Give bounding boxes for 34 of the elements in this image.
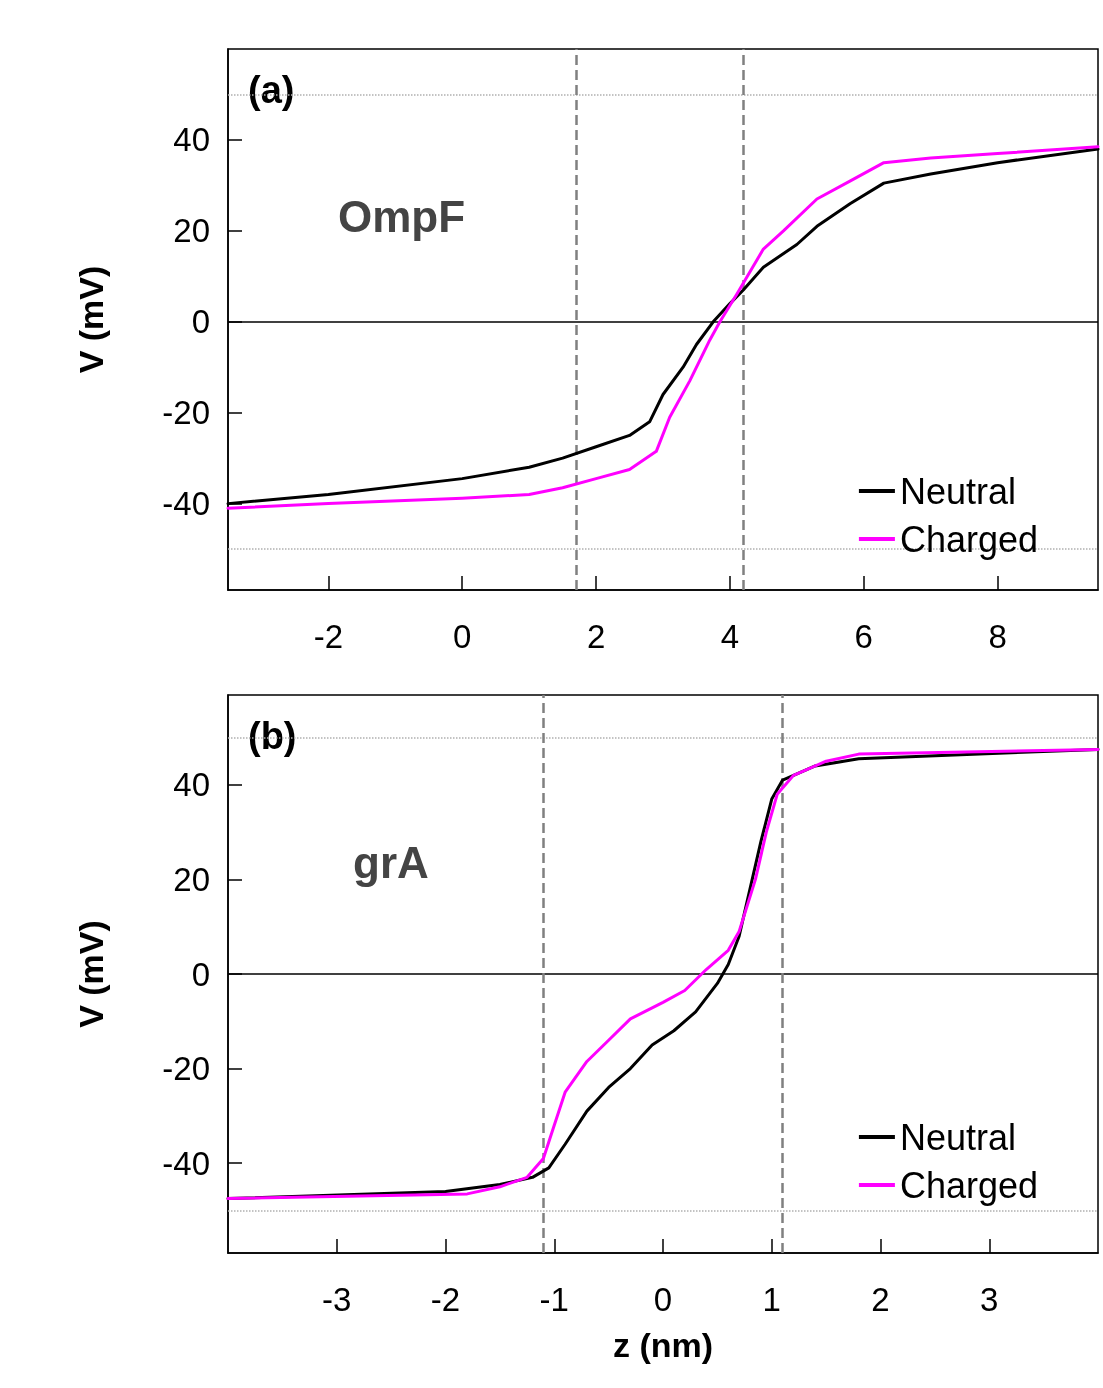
annotation: (a): [248, 69, 295, 111]
annotation: (b): [248, 715, 297, 757]
legend-label: Neutral: [899, 1116, 1016, 1158]
y-axis-title: V (mV): [72, 265, 110, 374]
x-tick-label: 8: [988, 618, 1007, 655]
y-tick-label: 40: [173, 121, 210, 159]
x-tick-label: 2: [586, 618, 606, 655]
x-tick-label: -3: [322, 1281, 352, 1318]
y-tick-label: -40: [162, 485, 210, 523]
y-tick-label: 40: [173, 766, 210, 804]
y-axis-title: V (mV): [72, 920, 110, 1028]
x-tick-label: -2: [430, 1281, 461, 1318]
x-tick-label: 6: [854, 618, 873, 655]
y-tick-label: 20: [173, 212, 210, 250]
x-tick-label: -1: [539, 1281, 569, 1318]
x-tick-label: 0: [653, 1281, 673, 1318]
x-tick-label: 4: [720, 618, 740, 655]
legend-label: Charged: [899, 518, 1038, 560]
annotation: OmpF: [338, 191, 466, 241]
y-tick-label: 20: [173, 860, 210, 898]
y-tick-label: 0: [191, 303, 210, 341]
x-axis-title: z (nm): [612, 1326, 714, 1364]
y-tick-label: 0: [191, 955, 210, 993]
x-tick-label: -2: [313, 618, 344, 655]
annotation: grA: [353, 837, 429, 887]
x-tick-label: 0: [453, 618, 472, 655]
legend-label: Neutral: [899, 470, 1016, 512]
y-tick-label: -20: [162, 1050, 210, 1088]
x-tick-label: 2: [871, 1281, 890, 1318]
legend-label: Charged: [899, 1164, 1038, 1206]
y-tick-label: -40: [162, 1144, 210, 1182]
x-tick-label: 1: [762, 1281, 781, 1318]
y-tick-label: -20: [162, 394, 210, 432]
x-tick-label: 3: [980, 1281, 999, 1318]
